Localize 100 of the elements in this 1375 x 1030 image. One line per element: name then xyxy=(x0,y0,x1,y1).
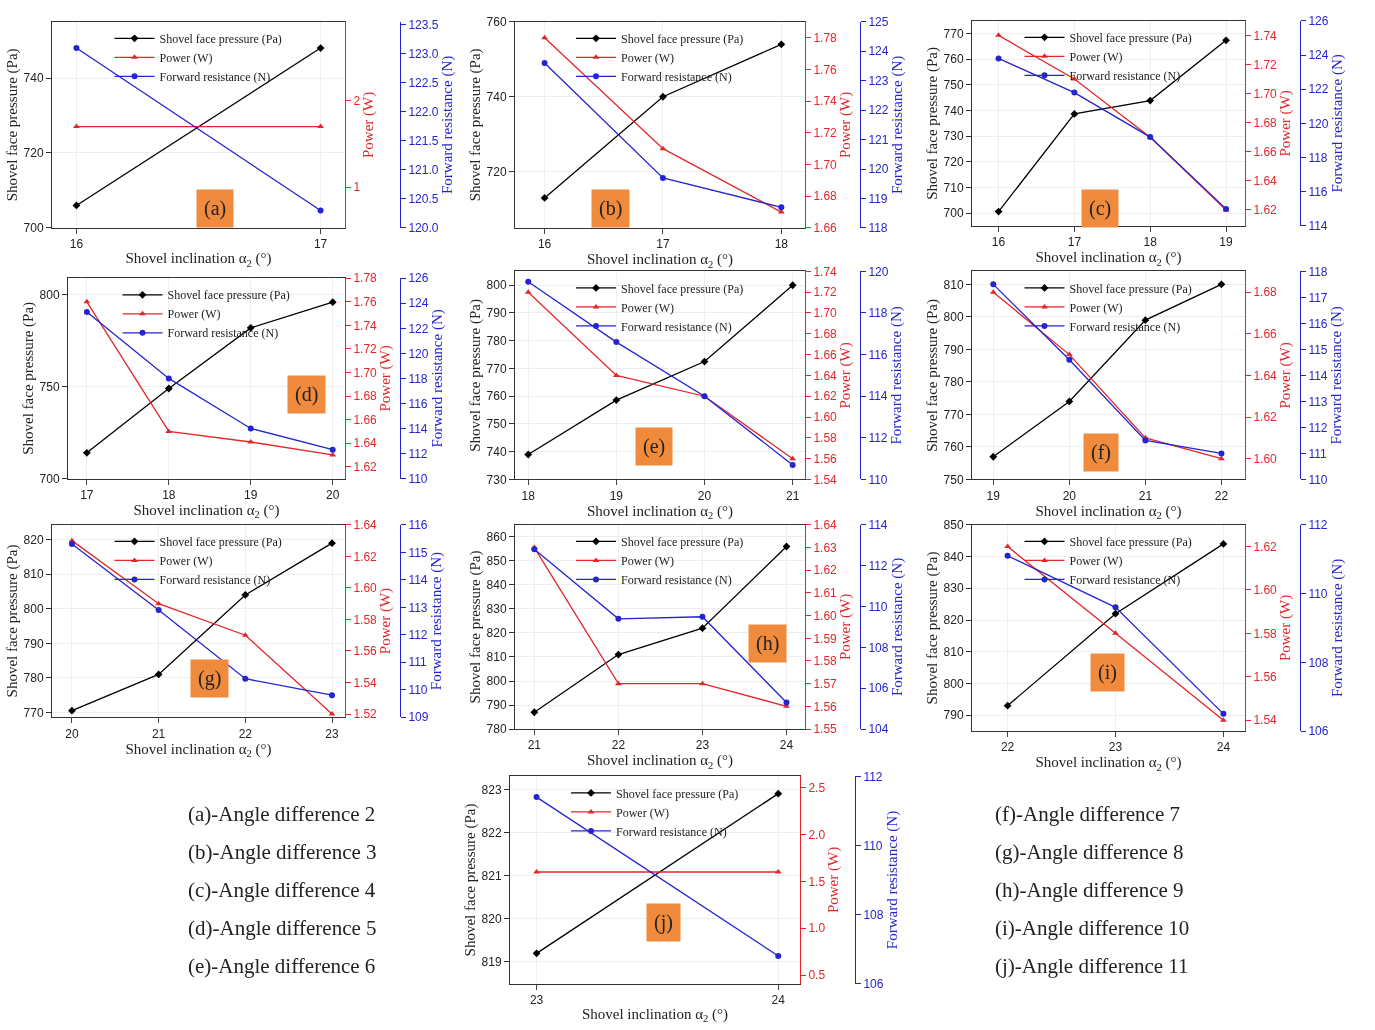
y3-axis-title: Forward resistance (N) xyxy=(1328,54,1346,193)
y-tick-label: 730 xyxy=(486,472,507,487)
y3-tick-label: 125 xyxy=(868,15,889,29)
y2-axis-title: Power (W) xyxy=(377,345,395,412)
y3-tick-label: 124 xyxy=(408,296,429,311)
y-tick-label: 822 xyxy=(481,825,502,840)
y2-axis-title: Power (W) xyxy=(377,587,395,655)
legend-label: Forward resistance (N) xyxy=(159,573,271,588)
text: (g)-Angle difference 8 xyxy=(995,840,1184,864)
y3-tick-label: 114 xyxy=(868,389,888,404)
y2-tick-label: 1.56 xyxy=(1253,669,1278,684)
y-tick-label: 780 xyxy=(486,722,507,737)
x-tick-label: 20 xyxy=(65,726,79,741)
y3-tick-label: 110 xyxy=(863,838,883,853)
y2-tick-label: 1.60 xyxy=(1253,583,1278,598)
y-tick-label: 720 xyxy=(943,155,964,170)
y-tick-label: 790 xyxy=(943,342,964,357)
x-tick-label: 24 xyxy=(779,738,794,753)
y2-axis-title: Power (W) xyxy=(1277,342,1295,409)
legend-label: Power (W) xyxy=(616,805,669,820)
y2-tick-label: 1.60 xyxy=(353,581,378,596)
y3-tick-label: 117 xyxy=(1308,290,1328,305)
y2-tick-label: 1.52 xyxy=(353,707,378,722)
y2-tick-label: 1.58 xyxy=(353,612,378,627)
y2-tick-label: 1.59 xyxy=(813,631,838,646)
y-tick-label: 760 xyxy=(486,389,507,404)
y3-axis-title: Forward resistance (N) xyxy=(887,306,905,445)
y-axis-title: Shovel face pressure (Pa) xyxy=(923,46,941,200)
y-tick-label: 830 xyxy=(943,581,964,596)
y-axis-title: Shovel face pressure (Pa) xyxy=(461,803,479,957)
y-tick-label: 700 xyxy=(23,221,44,236)
annotation: (f) xyxy=(1091,441,1111,464)
y3-tick-label: 110 xyxy=(1308,472,1328,487)
legend-label: Forward resistance (N) xyxy=(1069,69,1181,84)
y2-tick-label: 2.0 xyxy=(808,827,826,842)
y-tick-label: 820 xyxy=(481,912,502,927)
y-tick-label: 740 xyxy=(486,444,507,459)
annotation: (g) xyxy=(198,667,222,690)
y2-tick-label: 1 xyxy=(353,180,361,195)
legend-label: Shovel face pressure (Pa) xyxy=(1069,281,1192,296)
x-tick-label: 22 xyxy=(1214,488,1229,503)
y3-tick-label: 116 xyxy=(1308,184,1328,199)
y3-tick-label: 108 xyxy=(868,640,889,655)
y2-tick-label: 1.62 xyxy=(353,549,378,564)
y3-tick-label: 110 xyxy=(868,599,888,614)
y2-tick-label: 1.74 xyxy=(1253,28,1278,43)
y2-tick-label: 1.66 xyxy=(813,221,838,236)
y3-tick-label: 104 xyxy=(868,722,889,737)
y3-tick-label: 118 xyxy=(1308,150,1328,165)
x-axis-title: Shovel inclination α$_{2}$ (°) xyxy=(586,251,734,270)
y-tick-label: 820 xyxy=(486,626,507,641)
y2-tick-label: 1.5 xyxy=(808,874,826,889)
y-tick-label: 850 xyxy=(486,554,507,569)
y3-tick-label: 112 xyxy=(868,558,888,573)
y-axis-title: Shovel face pressure (Pa) xyxy=(466,550,484,704)
y2-tick-label: 2.5 xyxy=(808,780,826,795)
x-tick-label: 23 xyxy=(695,738,710,753)
y2-tick-label: 1.58 xyxy=(813,431,838,446)
y2-tick-label: 1.78 xyxy=(353,271,378,286)
x-tick-label: 18 xyxy=(162,487,176,502)
legend-label: Power (W) xyxy=(621,554,674,569)
y2-tick-label: 1.74 xyxy=(813,264,838,279)
y-tick-label: 780 xyxy=(486,333,507,348)
y-tick-label: 821 xyxy=(481,868,502,883)
y3-tick-label: 120.0 xyxy=(408,221,439,236)
y3-tick-label: 113 xyxy=(1308,394,1328,409)
y2-tick-label: 1.0 xyxy=(808,921,826,936)
y-tick-label: 800 xyxy=(39,287,60,302)
y2-tick-label: 1.64 xyxy=(353,518,378,533)
y-tick-label: 750 xyxy=(486,417,507,432)
y2-tick-label: 1.68 xyxy=(813,189,838,204)
legend-label: Power (W) xyxy=(159,554,213,569)
y2-tick-label: 1.54 xyxy=(813,472,838,487)
legend-label: Forward resistance (N) xyxy=(621,573,732,588)
y2-tick-label: 0.5 xyxy=(808,968,826,983)
legend-label: Shovel face pressure (Pa) xyxy=(159,535,282,550)
y3-axis-title: Forward resistance (N) xyxy=(427,551,445,691)
y2-tick-label: 1.70 xyxy=(353,365,378,380)
y2-tick-label: 1.60 xyxy=(813,410,838,425)
y-tick-label: 830 xyxy=(486,602,507,617)
y3-tick-label: 112 xyxy=(408,627,428,642)
y-tick-label: 810 xyxy=(943,277,964,292)
x-axis-title: Shovel inclination α$_{2}$ (°) xyxy=(1035,754,1182,773)
y-tick-label: 730 xyxy=(943,129,964,144)
y3-tick-label: 112 xyxy=(1308,518,1328,533)
y2-tick-label: 1.68 xyxy=(1253,285,1278,300)
x-tick-label: 24 xyxy=(771,992,786,1007)
y2-tick-label: 1.66 xyxy=(1253,327,1278,341)
y-tick-label: 780 xyxy=(23,671,44,686)
legend-label: Shovel face pressure (Pa) xyxy=(621,281,744,296)
annotation: (h) xyxy=(756,632,780,655)
x-tick-label: 21 xyxy=(1138,488,1153,503)
legend-label: Power (W) xyxy=(1069,300,1123,315)
y3-tick-label: 114 xyxy=(408,421,428,436)
x-axis-title: Shovel inclination α$_{2}$ (°) xyxy=(133,501,280,521)
y3-axis-title: Forward resistance (N) xyxy=(1327,306,1345,445)
y2-axis-title: Power (W) xyxy=(825,846,843,914)
y3-tick-label: 114 xyxy=(868,518,888,533)
annotation: (i) xyxy=(1098,661,1117,684)
y-tick-label: 840 xyxy=(486,578,507,593)
